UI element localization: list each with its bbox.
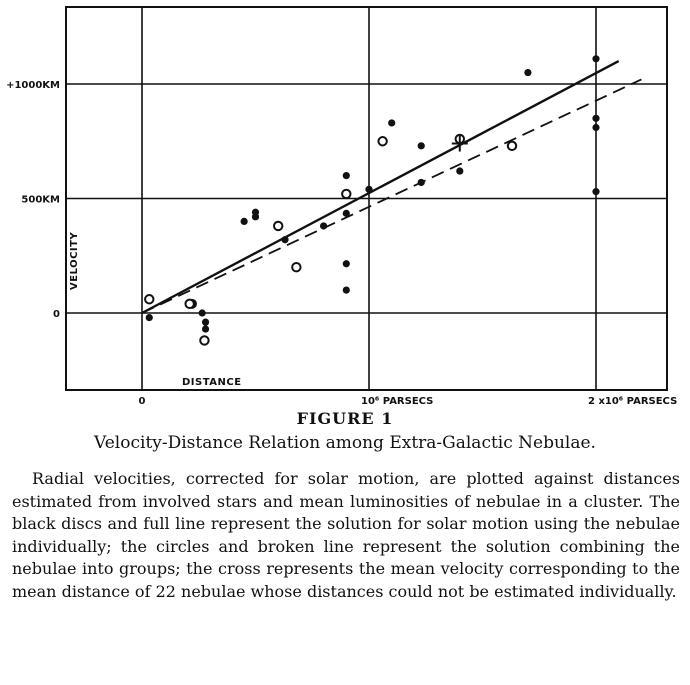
y-tick-label-0: 0 <box>53 309 60 320</box>
cross-point-0 <box>451 135 468 152</box>
disc-point-10 <box>342 172 350 180</box>
grid-lines <box>66 7 667 390</box>
disc-point-8 <box>281 236 289 244</box>
y-axis-label: VELOCITY <box>69 232 80 290</box>
disc-point-3 <box>201 318 210 326</box>
data-points <box>144 55 600 346</box>
disc-point-7 <box>251 213 260 221</box>
disc-point-18 <box>456 167 464 175</box>
dashed-fit-line <box>141 78 642 314</box>
disc-point-0 <box>145 313 153 322</box>
x-tick-labels: 0 10⁶ PARSECS 2 x10⁶ PARSECS <box>139 396 678 405</box>
disc-point-20 <box>592 55 600 63</box>
disc-point-17 <box>417 178 425 187</box>
disc-point-13 <box>342 286 350 294</box>
disc-point-19 <box>524 68 532 77</box>
circle-point-0 <box>144 294 155 305</box>
figure-label: FIGURE 1 <box>296 409 394 428</box>
disc-point-5 <box>240 217 248 225</box>
y-tick-label-2: +1000KM <box>6 80 60 91</box>
disc-point-21 <box>592 114 600 122</box>
solid-fit-line <box>141 60 620 315</box>
circle-point-2 <box>199 335 210 346</box>
x-axis-label: DISTANCE <box>182 377 242 388</box>
disc-point-4 <box>201 325 210 333</box>
disc-point-22 <box>592 123 600 132</box>
velocity-distance-chart: 0 500KM +1000KM 0 10⁶ PARSECS 2 x10⁶ PARSECS… <box>6 6 678 405</box>
disc-point-23 <box>592 188 600 196</box>
circle-point-8 <box>506 140 518 152</box>
x-tick-label-2: 2 x10⁶ PARSECS <box>588 396 677 405</box>
figure-caption: Radial velocities, corrected for solar m… <box>12 469 680 601</box>
circle-point-4 <box>291 262 302 273</box>
disc-point-16 <box>417 142 425 150</box>
circle-point-6 <box>377 136 388 147</box>
disc-point-2 <box>198 309 206 317</box>
figure-title: Velocity-Distance Relation among Extra-G… <box>94 433 596 453</box>
disc-point-11 <box>342 209 350 217</box>
circle-point-5 <box>341 188 352 200</box>
disc-point-15 <box>388 119 396 127</box>
y-tick-label-1: 500KM <box>21 195 60 206</box>
y-tick-labels: 0 500KM +1000KM <box>6 80 60 320</box>
disc-point-12 <box>342 260 350 268</box>
x-tick-label-1: 10⁶ PARSECS <box>361 396 433 405</box>
disc-point-9 <box>320 222 328 230</box>
circle-point-1 <box>184 298 195 310</box>
disc-point-14 <box>365 185 373 193</box>
x-tick-label-0: 0 <box>139 396 146 405</box>
circle-point-3 <box>273 220 284 232</box>
fit-lines <box>141 60 642 315</box>
